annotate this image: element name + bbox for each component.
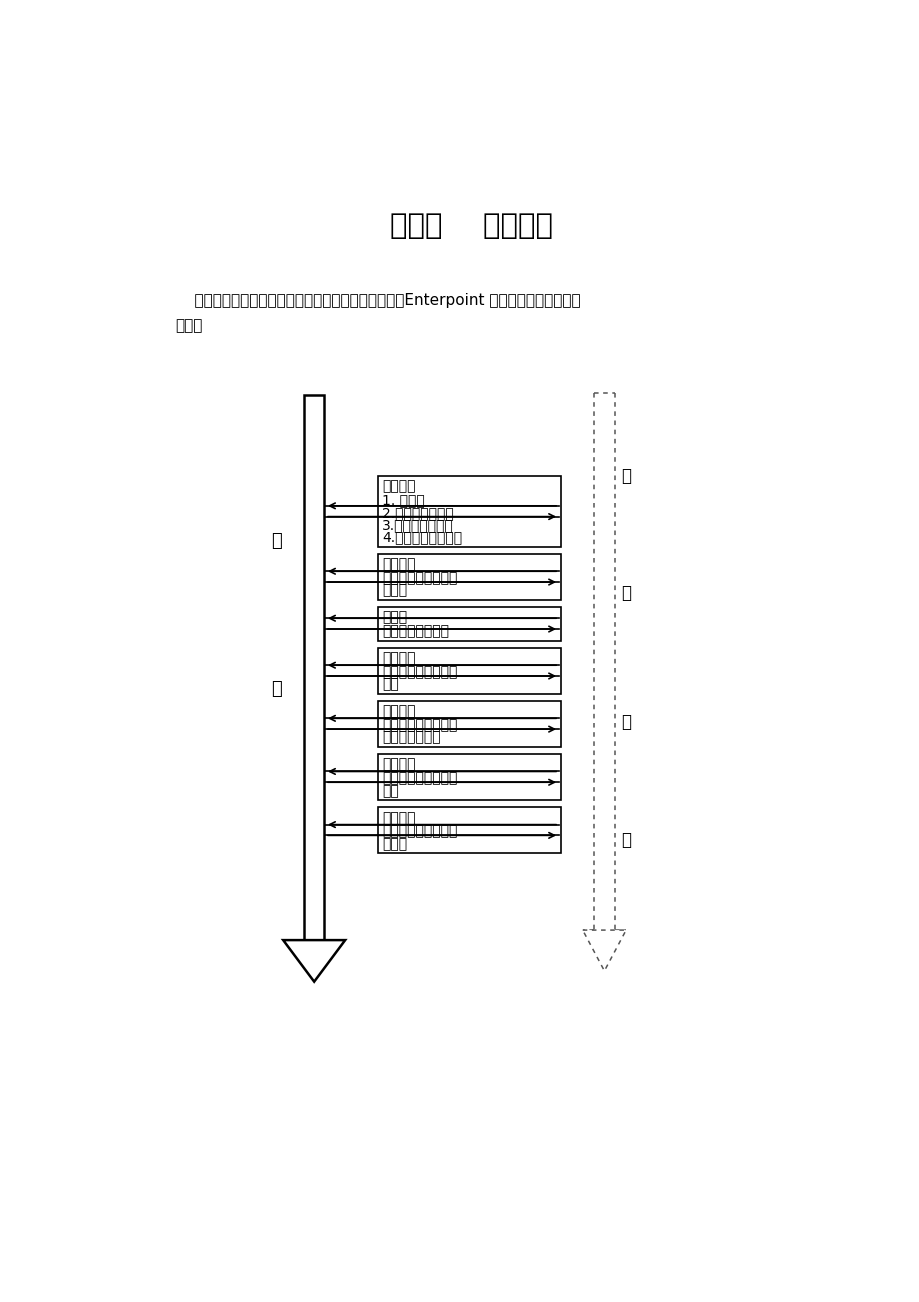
Bar — [378, 700, 560, 747]
Text: 3.生产能力估算。: 3.生产能力估算。 — [382, 518, 454, 533]
Text: 根据订单打小样。: 根据订单打小样。 — [382, 625, 448, 638]
Text: 成品仓库: 成品仓库 — [382, 758, 415, 772]
Text: 提货、发货，即订单: 提货、发货，即订单 — [382, 824, 458, 838]
Text: 询: 询 — [621, 831, 630, 849]
Bar — [378, 475, 560, 547]
Bar — [378, 754, 560, 799]
Text: 第一章    订单流程: 第一章 订单流程 — [390, 211, 552, 240]
Text: 1. 接单。: 1. 接单。 — [382, 493, 425, 508]
Bar — [304, 395, 323, 940]
Text: （附生产流程）: （附生产流程） — [382, 730, 440, 745]
Text: 计划部门: 计划部门 — [382, 651, 415, 665]
Text: 生产车间: 生产车间 — [382, 704, 415, 719]
Text: 根据小样制定作业计: 根据小样制定作业计 — [382, 665, 458, 680]
Polygon shape — [582, 930, 626, 971]
Text: 单: 单 — [621, 583, 630, 602]
Text: 库。: 库。 — [382, 784, 399, 798]
Bar — [378, 807, 560, 853]
Text: 销售部门: 销售部门 — [382, 479, 415, 493]
Text: 划。: 划。 — [382, 677, 399, 691]
Text: 4.订单注册、审核。: 4.订单注册、审核。 — [382, 530, 462, 544]
Text: 产品入库、库存及出: 产品入库、库存及出 — [382, 772, 458, 785]
Text: 订: 订 — [621, 467, 630, 484]
Text: 根据作业计划生产。: 根据作业计划生产。 — [382, 719, 458, 732]
Text: 2.事先成本估算。: 2.事先成本估算。 — [382, 505, 454, 519]
Text: 订: 订 — [271, 533, 282, 551]
Polygon shape — [283, 940, 345, 982]
Text: 技术科: 技术科 — [382, 611, 407, 625]
Text: 单: 单 — [271, 680, 282, 698]
Text: 纺织印染行业，重要运营的是订单生产方式，因此，Enterpoint 的主流程设计以订单为: 纺织印染行业，重要运营的是订单生产方式，因此，Enterpoint 的主流程设计… — [176, 293, 581, 309]
Text: 查: 查 — [621, 713, 630, 732]
Bar — [378, 553, 560, 600]
Bar — [378, 647, 560, 694]
Text: 计划部门: 计划部门 — [382, 557, 415, 572]
Text: 计划。: 计划。 — [382, 583, 407, 598]
Text: 根据订单制定主生产: 根据订单制定主生产 — [382, 572, 458, 586]
Text: 销售部门: 销售部门 — [382, 811, 415, 824]
Text: 主线。: 主线。 — [176, 318, 202, 333]
Text: 完成。: 完成。 — [382, 837, 407, 852]
Bar — [378, 607, 560, 641]
